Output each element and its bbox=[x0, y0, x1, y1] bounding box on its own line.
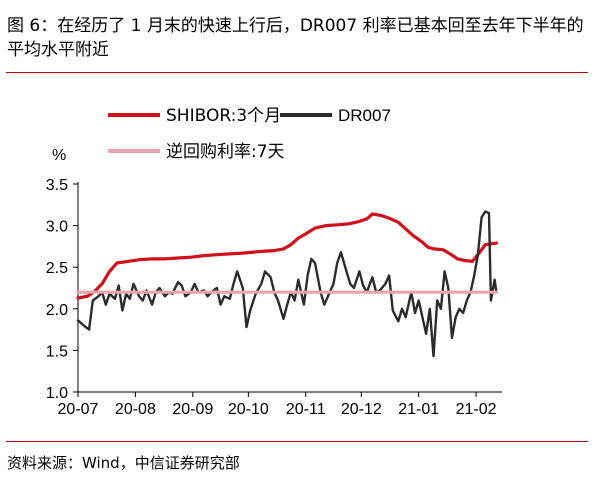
legend-label-dr007: DR007 bbox=[338, 106, 391, 125]
x-tick-label: 20-11 bbox=[286, 401, 326, 418]
chart-axes: 1.0 1.5 2.0 2.5 3.0 3.5 20-07 20-08 20-09 20-10 20… bbox=[46, 177, 502, 418]
y-tick-label: 2.0 bbox=[46, 302, 68, 319]
y-tick-label: 1.0 bbox=[46, 385, 68, 402]
y-axis-unit: % bbox=[52, 147, 66, 164]
y-tick-label: 3.0 bbox=[46, 219, 68, 236]
line-chart: SHIBOR:3个月 DR007 逆回购利率:7天 % 1.0 1.5 2.0 2.5… bbox=[46, 106, 502, 418]
x-tick-label: 20-09 bbox=[172, 401, 213, 418]
series-line-dr007 bbox=[76, 210, 498, 358]
x-tick-label: 20-07 bbox=[58, 401, 99, 418]
source-divider bbox=[6, 441, 588, 442]
y-tick-label: 1.5 bbox=[46, 343, 68, 360]
source-note: 资料来源：Wind，中信证券研究部 bbox=[7, 454, 240, 472]
y-tick-label: 2.5 bbox=[46, 260, 68, 277]
x-tick-label: 21-02 bbox=[456, 401, 497, 418]
plot-area bbox=[76, 210, 498, 358]
title-divider bbox=[6, 72, 588, 73]
legend-label-shibor: SHIBOR:3个月 bbox=[166, 106, 281, 126]
legend-label-repo: 逆回购利率:7天 bbox=[166, 142, 285, 162]
x-tick-label: 21-01 bbox=[398, 401, 439, 418]
legend: SHIBOR:3个月 DR007 逆回购利率:7天 bbox=[108, 106, 391, 162]
series-line-shibor bbox=[76, 212, 498, 300]
x-tick-label: 20-08 bbox=[115, 401, 156, 418]
figure-title: 图 6：在经历了 1 月末的快速上行后，DR007 利率已基本回至去年下半年的平… bbox=[7, 16, 584, 60]
x-tick-label: 20-10 bbox=[228, 401, 269, 418]
x-tick-label: 20-12 bbox=[341, 401, 382, 418]
y-tick-label: 3.5 bbox=[46, 177, 68, 194]
